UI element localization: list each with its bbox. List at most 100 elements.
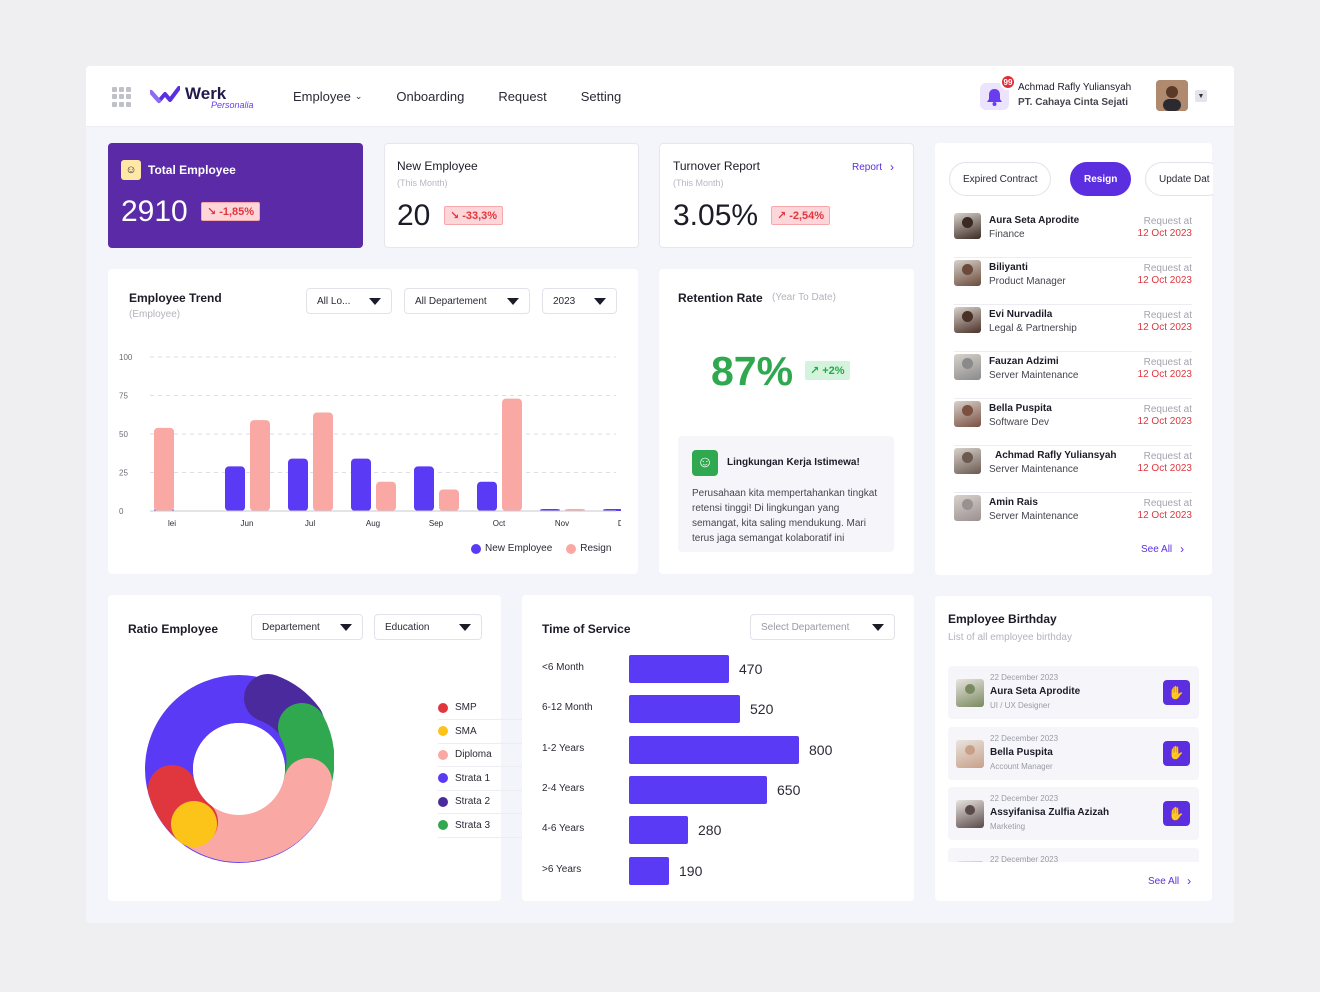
nav-request[interactable]: Request: [498, 89, 547, 104]
smile-icon: ☺: [692, 450, 718, 476]
request-employee-role: Server Maintenance: [989, 511, 1079, 522]
birthday-avatar: [956, 739, 984, 768]
request-row[interactable]: Amin Rais Server Maintenance Request at 12 …: [954, 493, 1192, 540]
service-value: 650: [777, 781, 801, 798]
location-filter[interactable]: All Lo...: [306, 288, 392, 314]
employee-trend-card: [108, 269, 638, 574]
birthday-item[interactable]: 22 December 2023 Aura Seta Aprodite UI / U…: [948, 666, 1199, 719]
x-tick-label: Jul: [305, 519, 315, 528]
legend-new-label: New Employee: [485, 543, 553, 554]
ratio-employee-title: Ratio Employee: [128, 622, 219, 636]
retention-sub: (Year To Date): [772, 292, 836, 303]
bar-resign-jun[interactable]: [250, 420, 270, 511]
app-grid-icon[interactable]: [112, 87, 132, 107]
legend-dot: [438, 702, 448, 713]
employee-avatar: [954, 448, 981, 474]
nav-setting[interactable]: Setting: [580, 89, 622, 104]
birthday-date: 22 December 2023: [990, 854, 1059, 863]
legend-dot-resign: [566, 543, 577, 554]
request-employee-name: Achmad Rafly Yuliansyah: [995, 450, 1117, 461]
bar-resign-aug[interactable]: [376, 481, 396, 511]
user-menu-dropdown[interactable]: ▼: [1195, 90, 1207, 102]
logo[interactable]: Werk Personalia: [150, 82, 260, 112]
avatar-head: [962, 452, 973, 463]
avatar-head: [962, 405, 973, 416]
bar-new-employee-jun[interactable]: [225, 466, 245, 511]
year-filter[interactable]: 2023: [542, 288, 617, 314]
requests-see-all[interactable]: See All ›: [1141, 542, 1184, 556]
tab-update-data[interactable]: Update Dat: [1145, 162, 1213, 196]
bar-resign-oct[interactable]: [502, 398, 522, 511]
ratio-education-label: Education: [385, 621, 430, 633]
user-avatar[interactable]: [1156, 80, 1188, 111]
request-employee-name: Biliyanti: [989, 262, 1028, 273]
avatar-head: [965, 744, 975, 755]
turnover-value: 3.05%: [673, 199, 759, 232]
report-link-label: Report: [852, 161, 883, 173]
bar-new-employee-des[interactable]: [603, 509, 621, 511]
bar-resign-mei[interactable]: [154, 427, 174, 511]
avatar-head: [965, 684, 975, 694]
avatar-head: [962, 358, 973, 369]
tab-expired-contract[interactable]: Expired Contract: [949, 162, 1052, 196]
bar-new-employee-sep[interactable]: [414, 466, 434, 511]
birthday-item[interactable]: 22 December 2023: [948, 847, 1199, 863]
request-at-label: Request at: [1143, 404, 1192, 415]
employee-trend-chart: 100 75 50 25 0 lei Jun Jul Aug Sep Oct Nov Des: [119, 353, 621, 528]
request-employee-role: Server Maintenance: [989, 464, 1079, 475]
report-link[interactable]: Report ›: [852, 160, 894, 174]
service-bar[interactable]: [629, 655, 729, 683]
turnover-title: Turnover Report: [673, 159, 760, 173]
service-department-select[interactable]: Select Departement: [750, 614, 895, 640]
bar-new-employee-jul[interactable]: [288, 458, 308, 511]
employee-trend-sub: (Employee): [129, 309, 181, 320]
ratio-education-filter[interactable]: Education: [374, 614, 482, 640]
waving-hand-icon: ✋: [1168, 684, 1185, 700]
trend-up-icon: ↗: [810, 365, 820, 377]
nav-employee[interactable]: Employee ⌄: [293, 89, 362, 104]
birthday-see-all[interactable]: See All ›: [1148, 874, 1191, 888]
employee-avatar: [954, 260, 981, 286]
service-bar[interactable]: [629, 695, 740, 724]
ratio-department-filter[interactable]: Departement: [251, 614, 363, 640]
request-date: 12 Oct 2023: [1137, 228, 1192, 239]
requests-card: [935, 143, 1212, 575]
bar-new-employee-oct[interactable]: [477, 481, 497, 511]
tab-resign[interactable]: Resign: [1070, 162, 1132, 196]
birthday-item[interactable]: 22 December 2023 Assyifanisa Zulfia Aziza…: [948, 787, 1199, 840]
request-row[interactable]: Biliyanti Product Manager Request at 12 Oct…: [954, 258, 1192, 305]
birthday-avatar: [956, 800, 984, 828]
request-row[interactable]: Achmad Rafly Yuliansyah Server Maintenanc…: [954, 446, 1192, 493]
request-date: 12 Oct 2023: [1137, 416, 1192, 427]
request-employee-name: Bella Puspita: [989, 403, 1052, 414]
department-filter[interactable]: All Departement: [404, 288, 530, 314]
legend-dot: [438, 749, 448, 760]
trend-down-icon: ↘: [207, 206, 217, 218]
request-row[interactable]: Evi Nurvadila Legal & Partnership Request …: [954, 305, 1192, 352]
service-bar[interactable]: [629, 735, 799, 764]
bar-resign-sep[interactable]: [439, 489, 459, 511]
request-row[interactable]: Bella Puspita Software Dev Request at 12 Oc…: [954, 399, 1192, 446]
service-bar[interactable]: [629, 856, 669, 885]
service-bar[interactable]: [629, 775, 767, 804]
birthday-item[interactable]: 22 December 2023 Bella Puspita Account Man…: [948, 726, 1199, 780]
nav-onboarding[interactable]: Onboarding: [396, 89, 465, 104]
wave-button[interactable]: ✋: [1163, 680, 1190, 705]
bar-resign-jul[interactable]: [313, 412, 333, 511]
request-row[interactable]: Fauzan Adzimi Server Maintenance Request a…: [954, 352, 1192, 399]
request-row[interactable]: Aura Seta Aprodite Finance Request at 12 Oc…: [954, 211, 1192, 258]
service-range-label: 1-2 Years: [542, 742, 585, 754]
service-value: 520: [750, 701, 774, 718]
service-bar[interactable]: [629, 816, 688, 845]
new-employee-card: New Employee (This Month) 20 ↘ -33,3%: [384, 143, 639, 248]
wave-button[interactable]: ✋: [1163, 740, 1190, 766]
request-tabs: Expired Contract Resign Update Dat: [947, 162, 1213, 200]
wave-button[interactable]: ✋: [1163, 801, 1190, 826]
employee-avatar: [954, 495, 981, 521]
ratio-legend-item: SMA: [438, 720, 548, 744]
employee-trend-title: Employee Trend: [129, 291, 222, 305]
bar-new-employee-aug[interactable]: [351, 458, 371, 511]
birthday-avatar: [956, 860, 984, 862]
retention-title: Retention Rate: [678, 291, 763, 305]
legend-dot: [438, 796, 448, 807]
